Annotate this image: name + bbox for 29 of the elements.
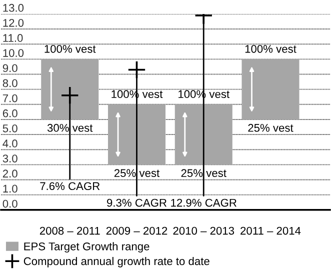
y-tick-label: 3.0 xyxy=(2,154,18,162)
y-tick-label: 9.0 xyxy=(2,64,18,72)
annotation: 25% vest xyxy=(181,169,226,177)
y-tick-label: 13.0 xyxy=(3,4,24,12)
y-tick-label: 12.0 xyxy=(3,18,24,27)
y-tick-label: 7.0 xyxy=(2,94,18,102)
annotation: 12.9% CAGR xyxy=(171,198,236,207)
legend-label: EPS Target Growth range xyxy=(24,242,150,253)
y-tick-label: 10.0 xyxy=(3,49,24,57)
x-tick-label: 2011 – 2014 xyxy=(240,226,301,235)
annotation: 25% vest xyxy=(248,124,294,132)
x-tick-label: 2009 – 2012 xyxy=(106,226,168,235)
x-tick-label: 2010 – 2013 xyxy=(173,226,234,235)
annotation: 100% vest xyxy=(245,44,296,53)
y-tick-label: 11.0 xyxy=(3,34,23,42)
legend-label: Compound annual growth rate to date xyxy=(24,256,210,268)
y-tick-label: 0.0 xyxy=(2,200,18,208)
annotation: 25% vest xyxy=(114,169,160,177)
annotation: 7.6% CAGR xyxy=(40,182,100,190)
annotation: 100% vest xyxy=(44,44,96,53)
x-tick-label: 2008 – 2011 xyxy=(40,226,100,235)
y-tick-label: 1.0 xyxy=(3,184,18,193)
annotation: 30% vest xyxy=(47,124,93,132)
y-tick-label: 6.0 xyxy=(2,109,18,118)
y-tick-label: 2.0 xyxy=(2,170,18,178)
y-tick-label: 4.0 xyxy=(2,140,18,148)
annotation: 9.3% CAGR xyxy=(107,198,166,207)
y-tick-label: 5.0 xyxy=(2,124,18,132)
y-tick-label: 8.0 xyxy=(2,79,18,88)
